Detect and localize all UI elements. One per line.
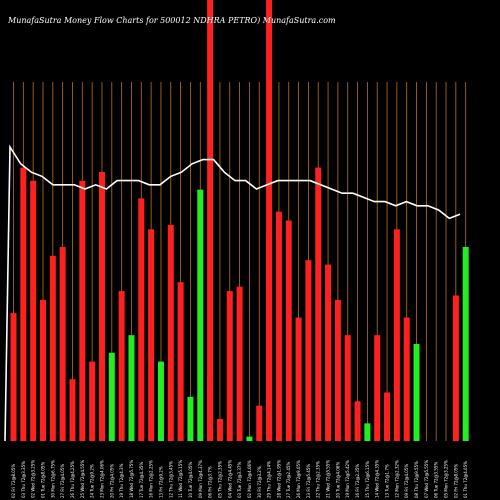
tick-label: 16 Fri 72@2.35% [355, 464, 360, 498]
tick-label: 01 Tue 72@8.05% [40, 462, 45, 498]
tick-label: 10 Tue 72@4.05% [188, 462, 193, 498]
tick-label: 29 Thu 72@4.14% [267, 461, 272, 498]
bar [177, 282, 184, 441]
bar [325, 264, 332, 441]
bar [354, 401, 361, 441]
bar [305, 260, 312, 441]
tick-label: 11 Wed 72@5.15% [178, 460, 183, 498]
tick-label: 23 Fri 72@5.45% [306, 464, 311, 498]
bar [256, 405, 263, 441]
tick-label: 22 Thu 72@2.35% [316, 461, 321, 498]
bar [334, 299, 341, 441]
tick-label: 05 Thu 72@2.35% [217, 461, 222, 498]
tick-label: 04 Wed 72@4.45% [227, 460, 232, 498]
tick-label: 18 Wed 72@5.75% [129, 460, 134, 498]
bar [462, 246, 469, 441]
bars [10, 0, 469, 442]
tick-label: 01 Thu 72@4.05% [463, 461, 468, 498]
bar-offscale [266, 0, 273, 441]
bar [216, 418, 223, 441]
tick-label: 14 Wed 72@4.35% [375, 460, 380, 498]
tick-label: 25 Wed 72@4.55% [80, 460, 85, 498]
bar [30, 180, 37, 441]
bar [49, 255, 56, 441]
bar [10, 313, 17, 441]
tick-label: 30 Fri 72@3.2% [257, 466, 262, 498]
bar [20, 167, 27, 441]
tick-label: 23 Mon 72@4.06% [99, 460, 104, 498]
bar-offscale [207, 0, 214, 441]
tick-label: 02 Fri 72@8.05% [453, 464, 458, 498]
bar [315, 167, 322, 441]
money-flow-line-group [4, 144, 461, 442]
tick-label: 05 Mon 72@3.25% [444, 460, 449, 498]
bar [39, 299, 46, 441]
bar [364, 423, 371, 441]
bar [452, 295, 459, 441]
bar [275, 211, 282, 441]
bar [197, 189, 204, 441]
bar [128, 335, 135, 441]
tick-label: 12 Thu 72@3.45% [168, 461, 173, 498]
bar [69, 379, 76, 441]
tick-label: 17 Tue 72@4.35% [139, 462, 144, 498]
bar [344, 335, 351, 441]
bar [148, 229, 155, 441]
bar [295, 317, 302, 441]
tick-label: 06 Fri 72@3.7% [208, 466, 213, 498]
bar [374, 335, 381, 441]
tick-label: 20 Fri 72@4.05% [109, 464, 114, 498]
tick-label: 07 Wed 72@5.55% [424, 460, 429, 498]
bar [413, 343, 420, 441]
tick-label: 26 Mon 72@9.05% [296, 460, 301, 498]
tick-label: 03 Tue 72@3.37% [237, 462, 242, 498]
bar [226, 291, 233, 441]
bar [108, 352, 115, 441]
tick-label: 21 Wed 72@5.55% [326, 460, 331, 498]
bar [157, 361, 164, 441]
tick-label: 26 Thu 72@4.25% [70, 461, 75, 498]
tick-label: 19 Mon 72@5.42% [345, 460, 350, 498]
bar [98, 171, 105, 442]
tick-label: 15 Thu 72@6.15% [365, 461, 370, 498]
bar [285, 220, 292, 441]
tick-labels: 02 Fri 72@8.05% 03 Thu 72@3.35% 02 Wed 72@… [11, 460, 468, 498]
tick-label: 02 Wed 72@3.25% [31, 460, 36, 498]
tick-label: 30 Mon 72@6.75% [50, 460, 55, 498]
bar [393, 229, 400, 441]
tick-label: 28 Wed 72@1.95% [276, 460, 281, 498]
bar [89, 361, 96, 441]
tick-label: 20 Tue 72@4.06% [335, 462, 340, 498]
tick-label: 02 Fri 72@8.05% [11, 464, 16, 498]
tick-label: 27 Tue 72@2.45% [286, 462, 291, 498]
bar [236, 286, 243, 441]
tick-label: 02 Mon 72@4.06% [247, 460, 252, 498]
tick-label: 08 Thu 72@9.55% [414, 461, 419, 498]
chart-title: MunafaSutra Money Flow Charts for 500012… [7, 16, 336, 25]
bar [246, 436, 253, 441]
bar [167, 224, 174, 441]
bar [138, 198, 145, 441]
tick-label: 12 Mon 72@2.32% [394, 460, 399, 498]
money-flow-line [4, 144, 461, 442]
tick-label: 03 Thu 72@3.35% [21, 461, 26, 498]
tick-label: 13 Tue 72@1.7% [385, 464, 390, 498]
tick-label: 09 Mon 72@4.37% [198, 460, 203, 498]
bar [79, 180, 86, 441]
bar [59, 246, 66, 441]
bar [384, 392, 391, 441]
bar [403, 317, 410, 441]
tick-label: 27 Fri 72@4.05% [60, 464, 65, 498]
tick-label: 24 Tue 72@9.2% [90, 464, 95, 498]
tick-label: 16 Mon 72@2.25% [149, 460, 154, 498]
bar [118, 291, 125, 441]
bar [187, 396, 194, 441]
tick-label: 06 Tue 72@3.55% [434, 462, 439, 498]
tick-label: 09 Fri 72@4.05% [404, 464, 409, 498]
tick-label: 19 Thu 72@4.3% [119, 463, 124, 498]
tick-label: 13 Fri 72@9.2% [158, 466, 163, 498]
